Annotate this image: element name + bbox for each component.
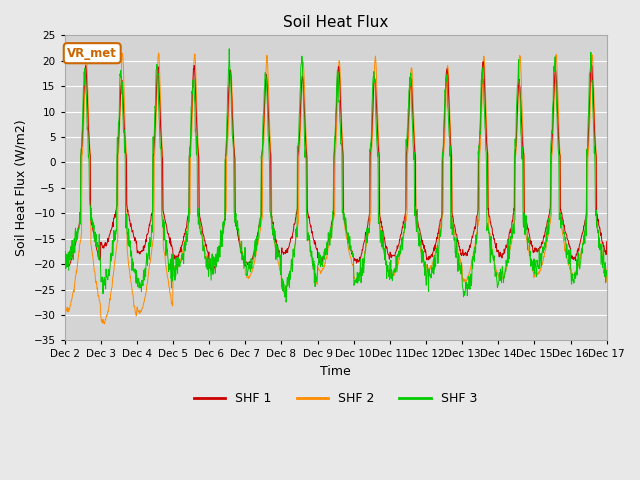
SHF 1 [479,59,487,64]
SHF 2 [243,273,250,279]
SHF 1 [61,260,68,265]
SHF 2 [420,264,428,270]
SHF 3 [282,299,290,305]
SHF 3 [225,46,233,52]
SHF 1 [168,243,176,249]
SHF 1 [492,241,499,247]
SHF 1 [181,231,189,237]
Title: Soil Heat Flux: Soil Heat Flux [283,15,388,30]
SHF 2 [492,264,499,269]
Line: SHF 2: SHF 2 [65,53,607,324]
SHF 3 [603,273,611,278]
SHF 2 [169,302,177,308]
X-axis label: Time: Time [320,365,351,378]
SHF 2 [61,303,68,309]
Line: SHF 1: SHF 1 [65,61,607,270]
SHF 3 [420,264,428,270]
Legend: SHF 1, SHF 2, SHF 3: SHF 1, SHF 2, SHF 3 [189,387,482,410]
SHF 2 [182,232,189,238]
SHF 1 [210,267,218,273]
SHF 2 [539,259,547,264]
SHF 2 [603,279,611,285]
SHF 1 [243,260,250,265]
SHF 3 [61,245,68,251]
SHF 1 [539,238,547,243]
SHF 1 [420,246,428,252]
SHF 2 [155,50,163,56]
Line: SHF 3: SHF 3 [65,49,607,302]
SHF 3 [181,248,189,254]
SHF 3 [168,252,176,257]
SHF 3 [492,274,499,279]
SHF 1 [603,239,611,244]
SHF 2 [100,321,108,327]
Text: VR_met: VR_met [67,47,117,60]
SHF 3 [539,244,547,250]
SHF 3 [243,262,250,268]
Y-axis label: Soil Heat Flux (W/m2): Soil Heat Flux (W/m2) [15,120,28,256]
